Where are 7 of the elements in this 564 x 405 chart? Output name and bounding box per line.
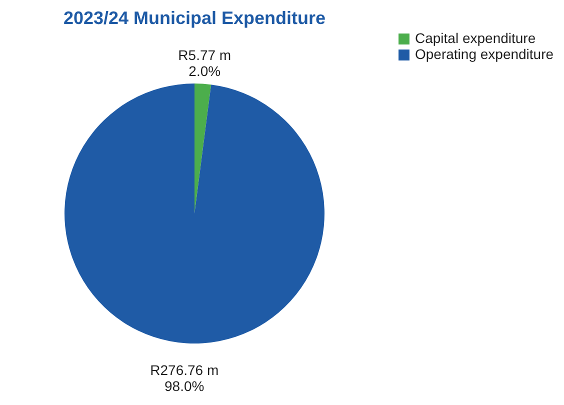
pie-slice [194,84,212,214]
pie-slice [64,84,324,344]
legend-label: Capital expenditure [415,30,536,46]
chart-title: 2023/24 Municipal Expenditure [63,8,326,28]
legend-label: Operating expenditure [415,46,554,62]
data-label: R276.76 m 98.0% [150,362,219,394]
data-label: R5.77 m 2.0% [178,46,232,79]
